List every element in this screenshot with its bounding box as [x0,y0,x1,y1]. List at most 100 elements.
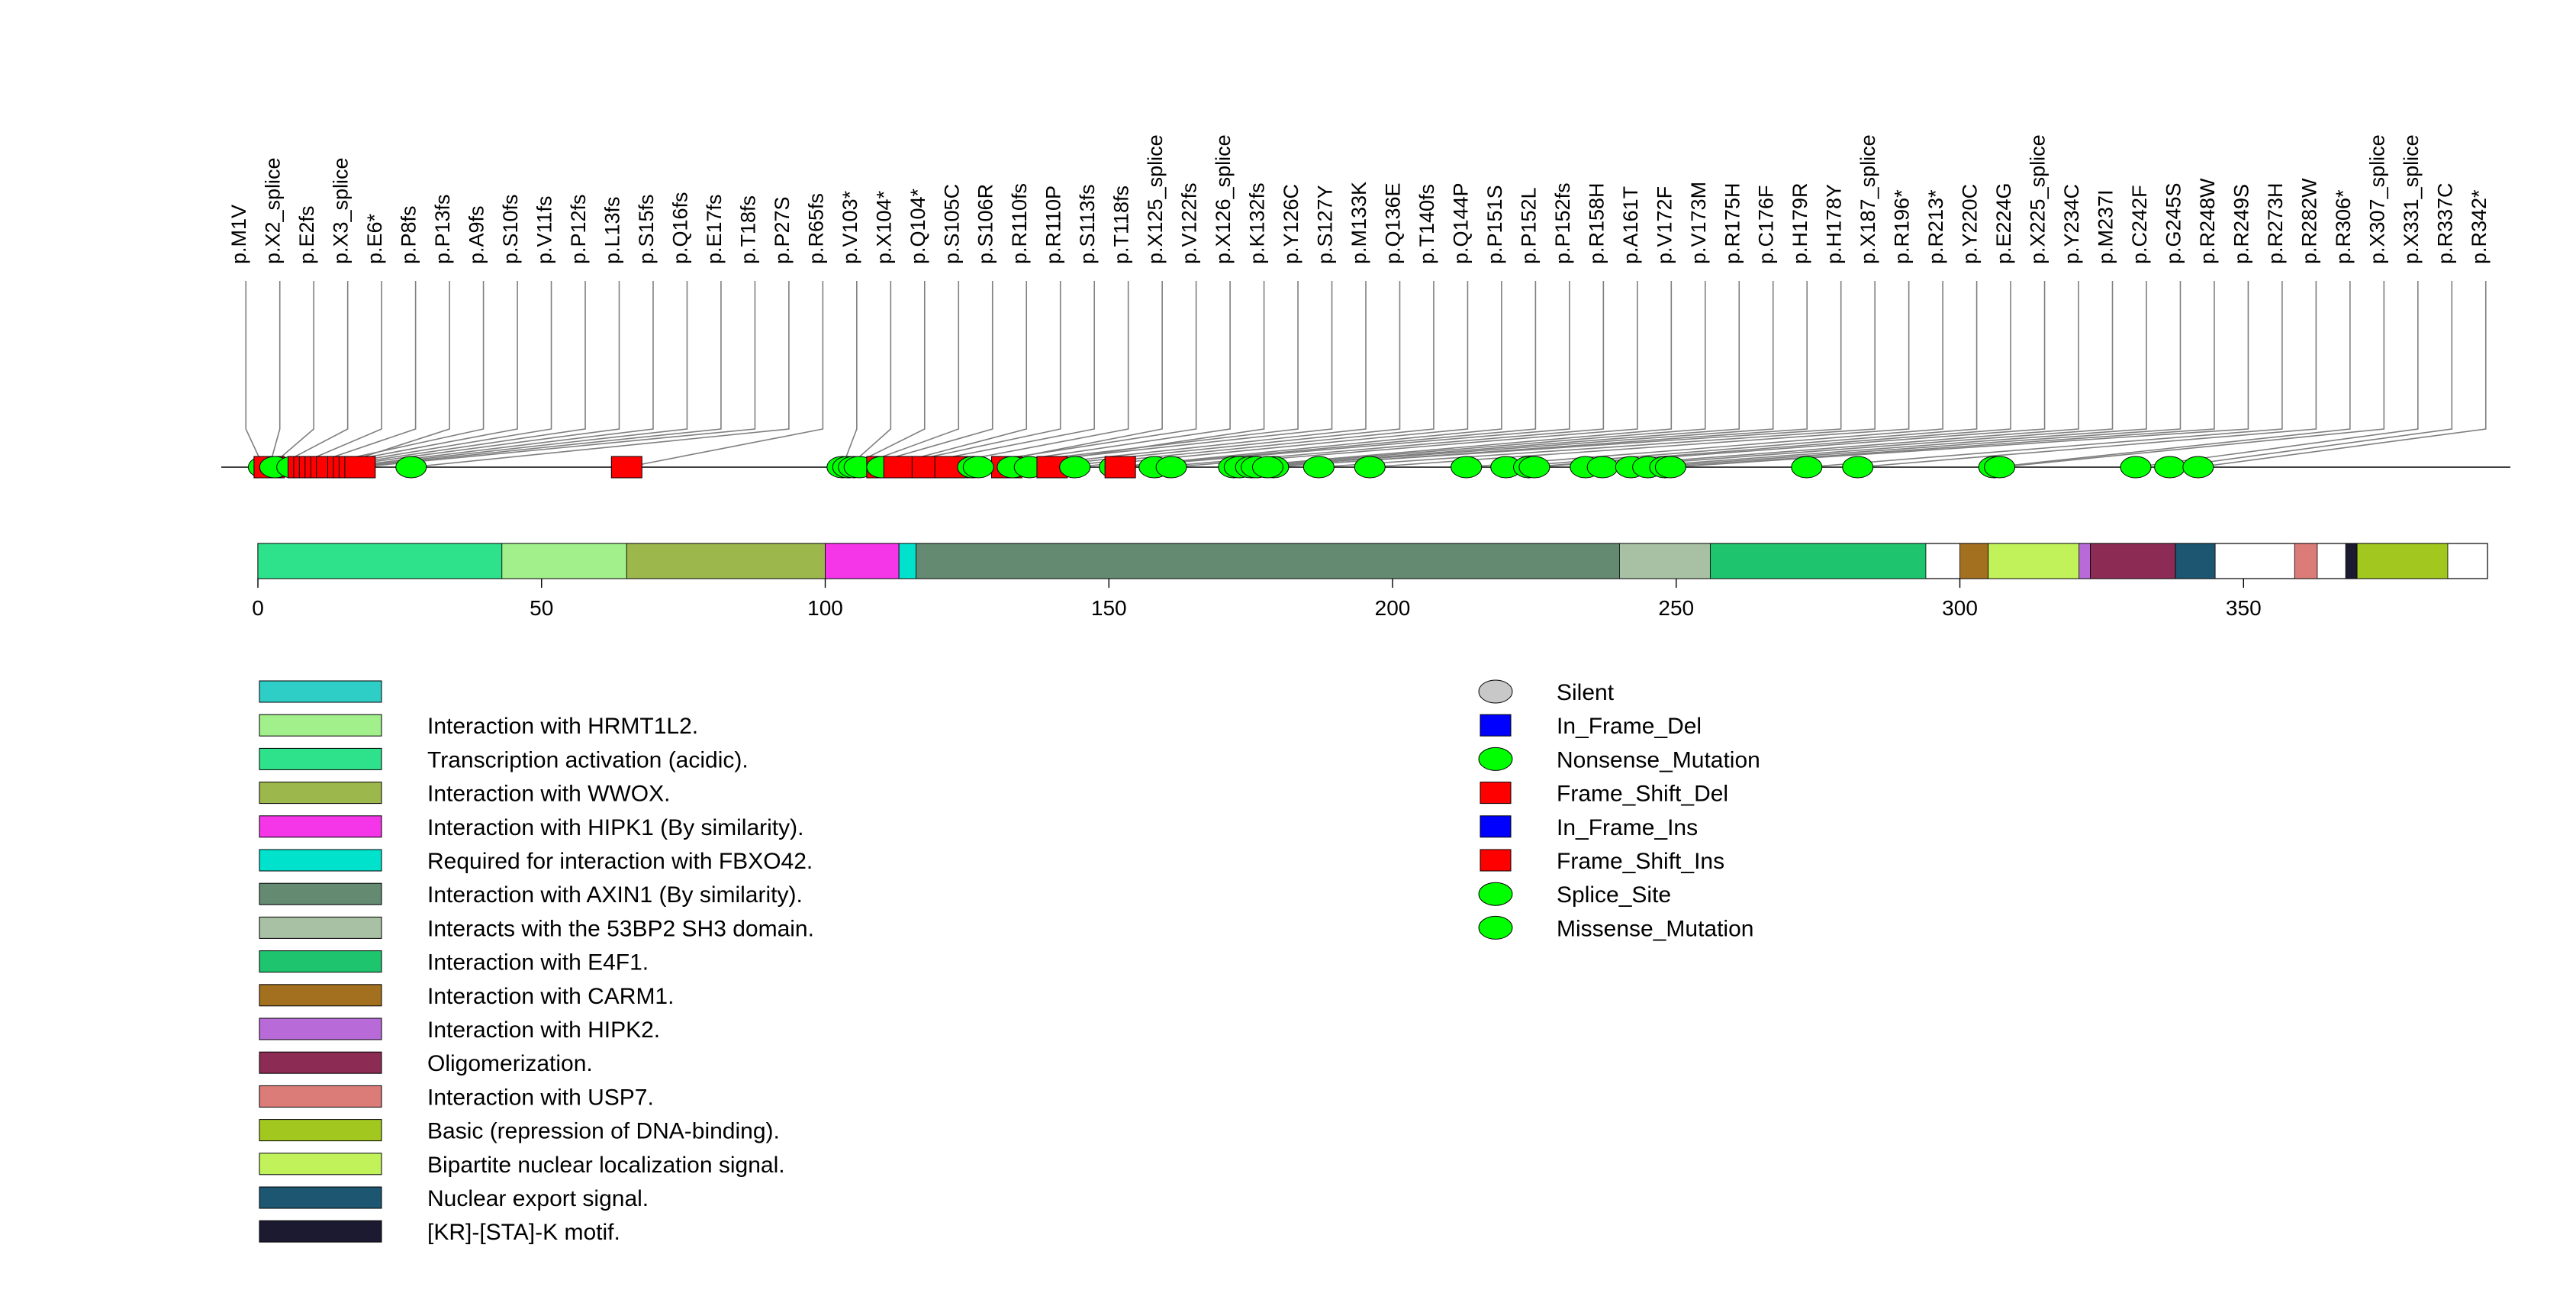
mutation-stem [1170,281,1638,468]
mutation-marker-circle [1302,456,1335,479]
mutation-label: p.S106R [974,184,997,264]
mutation-stem [411,281,790,468]
mutation-label: p.R248W [2196,178,2219,264]
mutation-label: p.R342* [2468,189,2491,264]
legend-domain-label: Nuclear export signal. [427,1186,649,1211]
legend-type-label: Missense_Mutation [1557,916,1753,941]
mutation-marker-circle [2154,456,2186,479]
mutation-stem [343,281,654,468]
mutation-label: p.R65fs [804,193,827,264]
mutation-label: p.P152fs [1551,182,1574,264]
mutation-stems [245,281,2487,468]
mutation-label: p.T118fs [1110,185,1133,264]
mutation-label: p.L13fs [601,196,623,264]
mutation-stem [847,281,892,468]
mutation-marker-circle [1654,456,1686,479]
mutation-stem [899,281,1095,468]
legend-type-label: Nonsense_Mutation [1557,747,1760,772]
mutation-marker-square [344,456,376,479]
mutation-stem [1029,281,1401,468]
mutation-stem [1114,281,1502,468]
mutation-stem [303,281,417,468]
mutation-stem [949,281,1197,468]
protein-domain [2345,543,2358,579]
legend-domain-label: Interaction with WWOX. [427,782,670,807]
mutation-stem [1370,281,1910,468]
axis-tick-label: 0 [252,596,264,620]
axis-tick-label: 300 [1942,596,1978,620]
legend-domain-swatch [259,680,382,703]
mutation-marker-circle [395,456,427,479]
mutation-stem [348,281,688,468]
legend-type-swatch [1478,882,1513,906]
mutation-marker-circle [1354,456,1386,479]
legend-domain-swatch [259,849,382,872]
mutation-label: p.P27S [771,196,794,264]
mutation-label: p.R306* [2332,189,2355,264]
legend-type-swatch [1480,782,1512,805]
mutation-marker-circle [2120,456,2152,479]
protein-domain [2090,543,2176,579]
mutation-stem [1233,281,1673,468]
mutation-stem [1251,281,1740,468]
mutation-stem [1256,281,1774,468]
mutation-stem [1319,281,1876,468]
mutation-stem [1466,281,1943,468]
mutation-stem [1012,281,1367,468]
mutation-label: p.X104* [872,190,895,264]
mutation-marker-circle [1586,456,1618,479]
mutation-label: p.X225_splice [2027,134,2050,264]
legend-type-swatch [1480,849,1512,872]
legend-domain-label: Interaction with HRMT1L2. [427,714,698,739]
protein-domain [916,543,1620,579]
legend-domain-label: Interaction with CARM1. [427,984,674,1009]
mutation-label: p.S105C [940,184,963,264]
mutation-marker-circle [1155,456,1187,479]
mutation-stem [1806,281,2283,468]
mutation-stem [881,281,1061,468]
mutation-stem [269,281,281,468]
mutation-label: p.Q16fs [668,192,691,264]
legend-domain-swatch [259,1085,382,1108]
mutation-label: p.S127Y [1314,185,1337,264]
mutation-label: p.X126_splice [1212,134,1235,264]
legend-type-label: In_Frame_Ins [1557,815,1698,840]
axis-tick-label: 200 [1375,596,1411,620]
mutation-stem [927,281,1129,468]
mutation-label: p.X125_splice [1144,134,1167,264]
mutation-markers [247,456,2214,479]
mutation-label: p.R110fs [1008,183,1031,264]
mutation-stem [847,281,926,468]
mutation-label: p.R337C [2433,182,2456,264]
mutation-stem [269,281,314,468]
position-axis: 0 50 100 150 200 250 300 350 [252,579,2262,620]
mutation-label: p.X187_splice [1856,134,1879,264]
mutation-stem [2198,281,2487,468]
protein-domain [1988,543,2080,579]
mutation-marker-circle [962,456,994,479]
legend-type-swatch [1480,815,1512,838]
mutation-label: p.C176F [1755,185,1778,264]
protein-domain [825,543,900,579]
legend-domain-swatch [259,815,382,838]
mutation-stem [1239,281,1706,468]
legend-domain-swatch [259,782,382,805]
mutation-label: p.Y126C [1280,184,1302,264]
mutation-label: p.M237I [2095,189,2117,264]
mutation-marker-square [1104,456,1136,479]
mutation-stem [1154,281,1605,468]
mutation-label: p.A9fs [465,205,488,264]
mutation-stem [1999,281,2385,468]
mutation-stem [308,281,485,468]
mutation-stem [1534,281,2046,468]
protein-domain [2294,543,2318,579]
mutation-marker-circle [1791,456,1823,479]
protein-domain [1709,543,1927,579]
mutation-marker-circle [1842,456,1874,479]
legend-domain-swatch [259,1051,382,1074]
mutation-label: p.V11fs [533,195,556,264]
mutation-stem [331,281,620,468]
mutation-stem [245,281,265,468]
legend-domain-swatch [259,1220,382,1243]
